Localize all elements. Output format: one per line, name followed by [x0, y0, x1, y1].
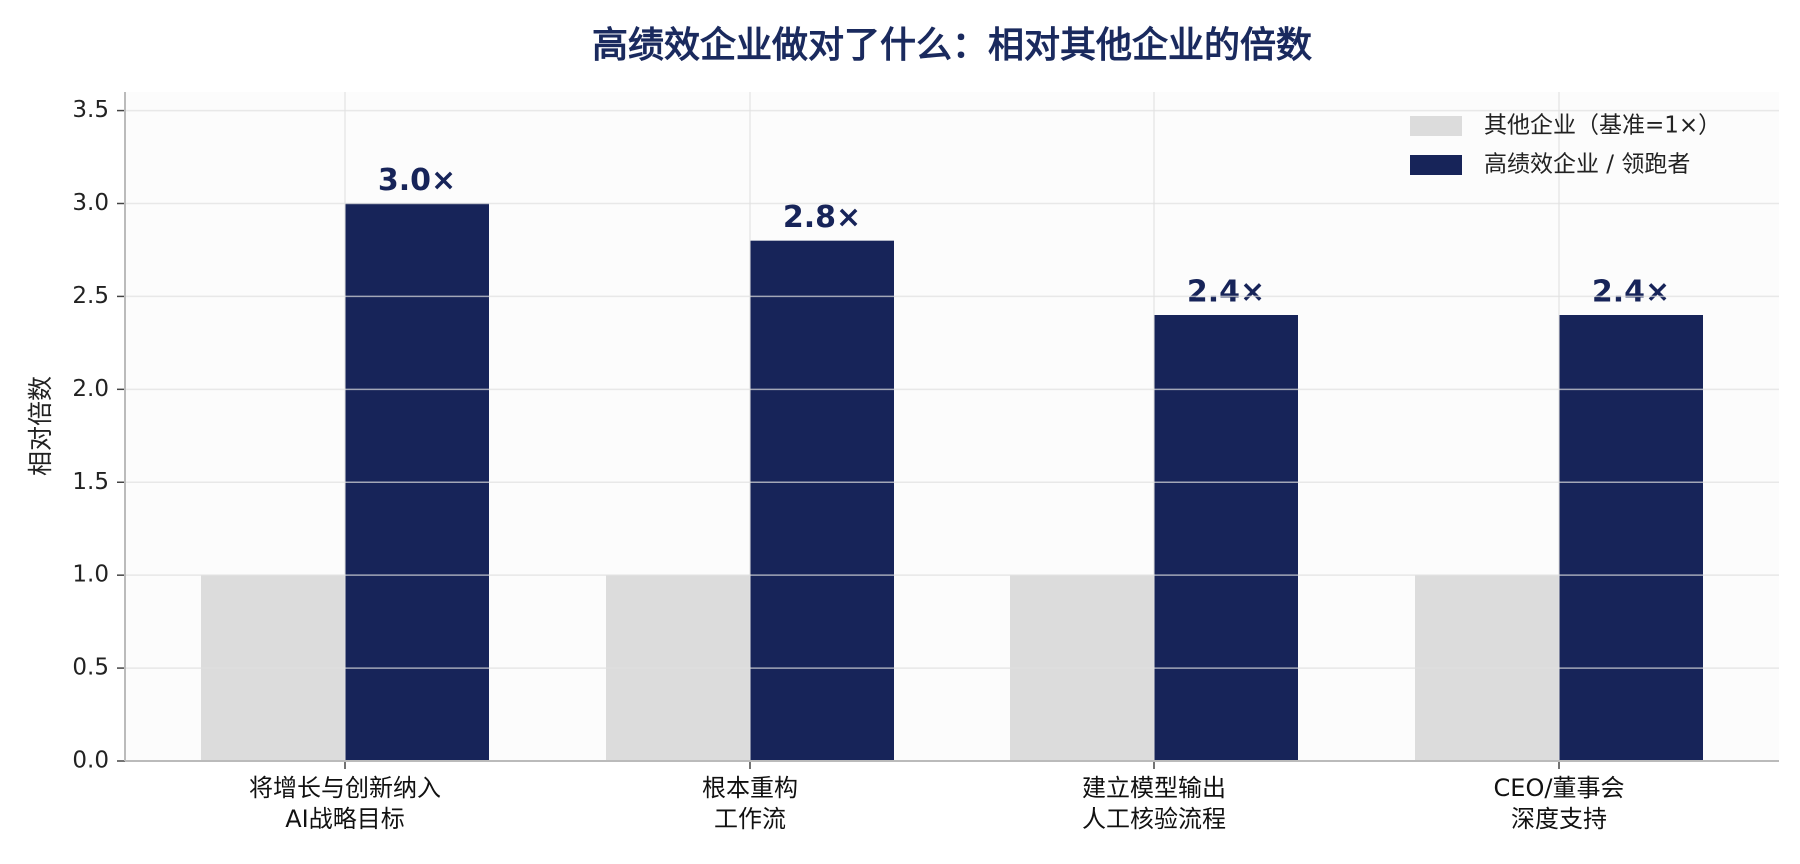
legend-swatch	[1410, 116, 1462, 136]
value-label: 2.8×	[783, 200, 861, 235]
y-tick-label: 1.0	[72, 562, 109, 588]
value-label: 2.4×	[1187, 275, 1265, 310]
bar	[1154, 315, 1298, 761]
y-tick-label: 0.0	[72, 748, 109, 774]
y-tick-label: 3.5	[72, 97, 109, 123]
legend-label: 高绩效企业 / 领跑者	[1484, 152, 1690, 178]
chart-title: 高绩效企业做对了什么：相对其他企业的倍数	[592, 24, 1312, 66]
y-tick-label: 3.0	[72, 190, 109, 216]
x-tick-label: 将增长与创新纳入 AI战略目标	[249, 774, 441, 833]
y-tick-label: 1.5	[72, 469, 109, 495]
value-label: 2.4×	[1592, 275, 1670, 310]
x-tick-label: 建立模型输出 人工核验流程	[1082, 774, 1226, 833]
y-tick-label: 0.5	[72, 655, 109, 681]
value-label: 3.0×	[378, 163, 456, 198]
y-tick-label: 2.5	[72, 283, 109, 309]
y-axis-label: 相对倍数	[26, 376, 55, 476]
x-tick-label: CEO/董事会 深度支持	[1493, 774, 1625, 833]
y-tick-label: 2.0	[72, 376, 109, 402]
legend-label: 其他企业（基准=1×）	[1484, 113, 1721, 139]
legend-swatch	[1410, 155, 1462, 175]
x-tick-label: 根本重构 工作流	[702, 774, 798, 833]
bar	[750, 240, 894, 761]
bar	[1559, 315, 1703, 761]
